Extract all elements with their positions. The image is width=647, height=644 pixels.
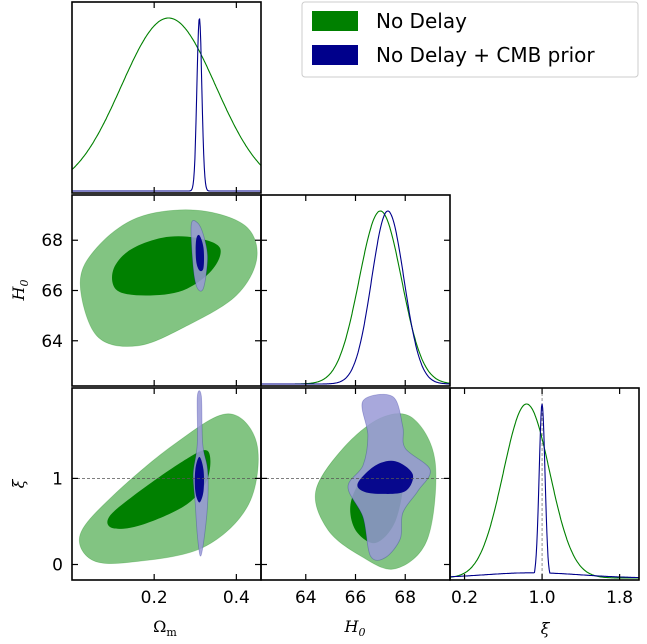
y-tick-label: 1 [52, 469, 63, 489]
y-tick-label: 0 [52, 556, 63, 576]
y-tick-label: 68 [41, 231, 63, 251]
x-tick-label: 0.2 [141, 588, 168, 608]
legend-swatch [312, 45, 358, 65]
contour-layer [78, 209, 437, 570]
marginal-line-cmb-prior [261, 210, 450, 385]
x-tick-label: 0.2 [451, 588, 478, 608]
contour-panel-H0_vs_Omega_m [79, 209, 258, 347]
marginal-line-cmb-prior [72, 18, 261, 192]
marginal-line-no-delay [261, 210, 450, 385]
contour-68-cmb-prior [195, 234, 205, 272]
marginal-line-no-delay [450, 403, 639, 579]
y-axis-label-xi: ξ [9, 478, 28, 488]
tick-layer: 0.2 0.4 64 66 68 0.2 1.0 1.8 64 66 68 0 1 [41, 2, 633, 608]
y-tick-label: 66 [41, 282, 63, 302]
contour-panel-xi_vs_Omega_m [78, 390, 259, 564]
x-tick-label: 68 [394, 588, 416, 608]
y-tick-label: 64 [41, 332, 63, 352]
x-tick-label: 66 [345, 588, 367, 608]
legend: No Delay No Delay + CMB prior [301, 1, 639, 78]
legend-label: No Delay + CMB prior [376, 43, 595, 67]
contour-68-cmb-prior [194, 456, 205, 503]
x-axis-label-h0: H0 [344, 617, 366, 639]
contour-68-cmb-prior [357, 460, 414, 494]
marginal-line-cmb-prior [450, 403, 639, 579]
panel-frame-0-0 [71, 1, 262, 194]
x-axis-label-omega-m: Ωm [153, 617, 177, 639]
marginal-layer [72, 17, 639, 580]
marginal-panel-H0 [261, 210, 450, 385]
y-axis-label-h0: H0 [9, 280, 31, 302]
contour-68-no-delay [107, 450, 211, 529]
marginal-panel-xi [450, 403, 639, 579]
x-tick-label: 0.4 [223, 588, 250, 608]
panel-frame-2-2 [449, 387, 640, 581]
legend-swatch [312, 11, 358, 31]
marginal-panel-Omega_m [72, 17, 261, 192]
x-axis-label-xi: ξ [541, 619, 551, 638]
legend-box [301, 1, 639, 78]
legend-label: No Delay [376, 9, 467, 33]
marginal-line-no-delay [72, 17, 261, 170]
x-tick-label: 1.8 [606, 588, 633, 608]
contour-panel-xi_vs_H0 [314, 393, 437, 570]
x-tick-label: 64 [295, 588, 317, 608]
axis-label-layer: Ωm H0 ξ H0 ξ [9, 280, 551, 639]
x-tick-label: 1.0 [529, 588, 556, 608]
